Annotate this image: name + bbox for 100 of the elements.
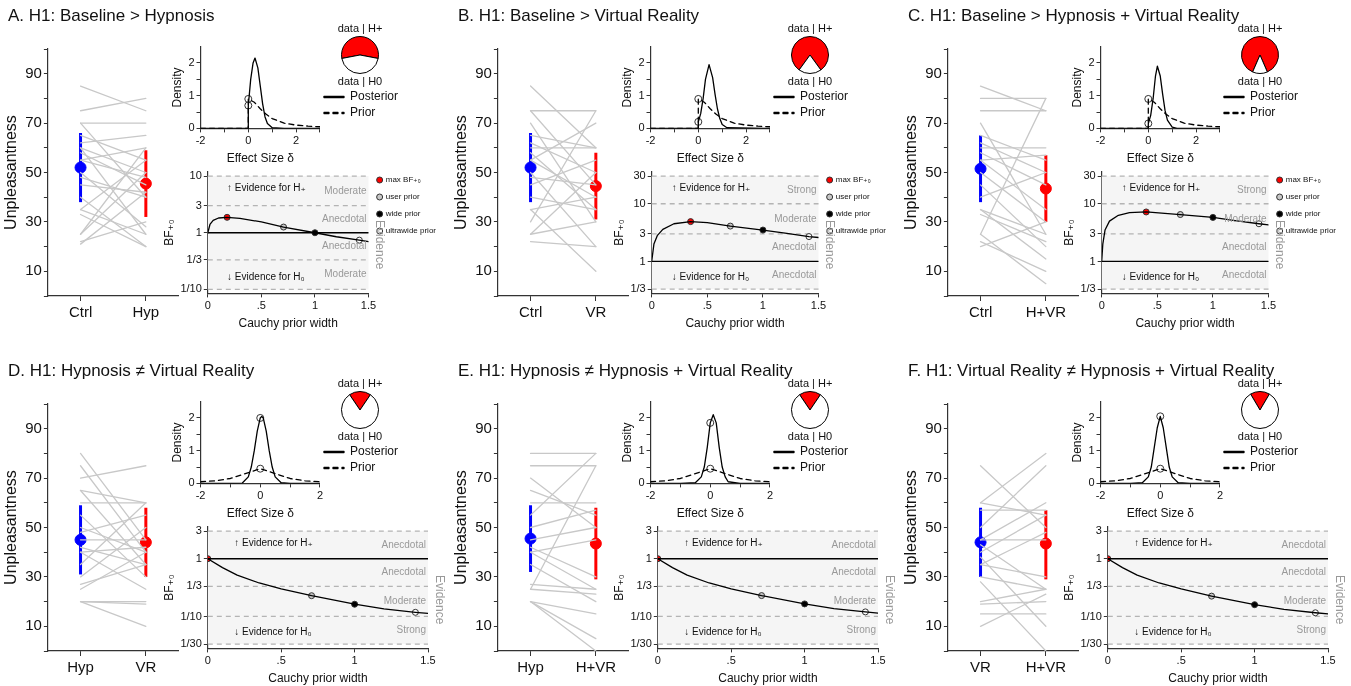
chart-title: C. H1: Baseline > Hypnosis + Virtual Reality: [908, 6, 1240, 25]
band-label: Strong: [846, 624, 876, 635]
x-tick-label: 0: [245, 134, 252, 147]
y-tick-label: 90: [475, 418, 492, 436]
legend-label: Posterior: [349, 444, 399, 459]
y-axis-title: Density: [619, 67, 634, 108]
y-tick-label: 1/10: [180, 282, 202, 295]
band-label: Moderate: [1224, 212, 1267, 224]
x-tick-label: Ctrl: [968, 303, 993, 321]
y-tick-label: 70: [25, 113, 42, 131]
x-tick-label: 1.5: [420, 654, 436, 667]
x-tick-label: 0: [204, 299, 211, 312]
y-tick-label: 50: [925, 162, 942, 180]
slice-label: data | H0: [1237, 430, 1283, 443]
band-label: Anecdotal: [1222, 269, 1267, 280]
x-tick-label: -2: [1095, 134, 1106, 147]
x-tick-label: 0: [1157, 489, 1164, 502]
band-label: Anecdotal: [322, 240, 367, 252]
y-tick-label: 1: [638, 443, 645, 456]
y-axis-title: Density: [169, 422, 184, 463]
y-tick-label: 0: [638, 476, 645, 489]
slice-label: data | H+: [1237, 22, 1283, 35]
x-tick-label: 1: [311, 299, 319, 312]
y-tick-label: 50: [475, 517, 492, 535]
y-tick-label: 1/3: [186, 579, 202, 592]
y-tick-label: 70: [925, 468, 942, 486]
legend-label: Prior: [1249, 460, 1276, 475]
y-tick-label: 90: [25, 418, 42, 436]
annotation: ↑ Evidence for H₊: [227, 182, 306, 194]
x-tick-label: H+VR: [575, 658, 617, 676]
y-tick-label: 10: [475, 616, 492, 634]
x-tick-label: 1: [351, 654, 358, 667]
slice-label: data | H+: [337, 377, 383, 390]
y-tick-label: 1: [188, 443, 195, 456]
y-axis-title: Unpleasantness: [902, 470, 920, 585]
chart-title: B. H1: Baseline > Virtual Reality: [458, 6, 700, 26]
y-tick-label: 1: [1088, 443, 1095, 456]
y-tick-label: 3: [195, 524, 202, 537]
y-tick-label: 1: [1088, 88, 1095, 101]
y-tick-label: 1: [195, 225, 202, 238]
x-axis-title: Effect Size δ: [1126, 151, 1195, 166]
legend-label: Posterior: [799, 89, 849, 104]
y-tick-label: 10: [25, 616, 42, 634]
x-tick-label: -2: [195, 489, 206, 502]
x-tick-label: Ctrl: [68, 303, 93, 321]
y-tick-label: 0: [1088, 121, 1095, 134]
legend-label: ultrawide prior: [385, 226, 437, 236]
y-tick-label: 30: [25, 567, 42, 585]
y-axis-title: BF₊₀: [1061, 574, 1076, 601]
legend-label: Posterior: [1249, 444, 1299, 459]
y-tick-label: 10: [25, 261, 42, 279]
band-label: Strong: [1237, 183, 1267, 195]
legend-label: ultrawide prior: [1285, 226, 1337, 236]
y-tick-label: 1: [1095, 551, 1102, 564]
y-tick-label: 0: [638, 121, 645, 134]
chart-title: F. H1: Virtual Reality ≠ Hypnosis + Virtual Reality: [908, 361, 1275, 380]
band-label: Moderate: [324, 184, 367, 196]
y-tick-label: 2: [638, 55, 645, 68]
y-axis-title: BF₊₀: [611, 574, 626, 601]
x-axis-title: Cauchy prior width: [1135, 316, 1235, 331]
text: Evidence: [882, 574, 897, 625]
x-tick-label: VR: [135, 658, 157, 676]
y-tick-label: 1/3: [186, 252, 202, 265]
x-axis-title: Effect Size δ: [676, 506, 745, 521]
annotation: ↓ Evidence for H₀: [234, 626, 312, 638]
y-tick-label: 1: [188, 88, 195, 101]
legend-label: wide prior: [834, 209, 871, 219]
x-tick-label: 1.5: [870, 654, 886, 667]
y-axis-title: BF₊₀: [611, 219, 626, 246]
annotation: ↑ Evidence for H₊: [1121, 182, 1201, 194]
x-axis-title: Cauchy prior width: [238, 316, 338, 331]
annotation: ↑ Evidence for H₊: [684, 537, 763, 549]
x-tick-label: 0: [1145, 134, 1152, 147]
band-label: Anecdotal: [1281, 566, 1326, 578]
text: Evidence: [432, 574, 447, 625]
annotation: ↑ Evidence for H₊: [234, 537, 313, 549]
legend-label: user prior: [1285, 192, 1320, 202]
y-tick-label: 1: [195, 551, 202, 564]
x-tick-label: 2: [766, 489, 774, 502]
y-axis-title: Unpleasantness: [2, 115, 20, 230]
y-tick-label: 0: [188, 121, 195, 134]
band-label: Anecdotal: [1222, 241, 1267, 253]
y-axis-title: Unpleasantness: [452, 470, 470, 585]
x-tick-label: 1.5: [810, 299, 827, 312]
band-label: Anecdotal: [772, 269, 817, 280]
y-tick-label: 90: [475, 63, 492, 81]
y-tick-label: 10: [925, 616, 942, 634]
y-tick-label: 30: [925, 567, 942, 585]
y-tick-label: 30: [475, 567, 492, 585]
band-label: Moderate: [324, 268, 367, 280]
band-label: Anecdotal: [322, 212, 367, 224]
x-tick-label: .5: [726, 654, 736, 667]
y-tick-label: 3: [1089, 226, 1096, 239]
legend-label: Posterior: [1249, 89, 1299, 104]
x-tick-label: Hyp: [132, 303, 160, 321]
band-label: Anecdotal: [772, 241, 817, 253]
band-label: Moderate: [833, 595, 877, 607]
x-tick-label: Ctrl: [518, 303, 543, 321]
x-tick-label: .5: [1152, 299, 1162, 312]
y-tick-label: 50: [925, 517, 942, 535]
